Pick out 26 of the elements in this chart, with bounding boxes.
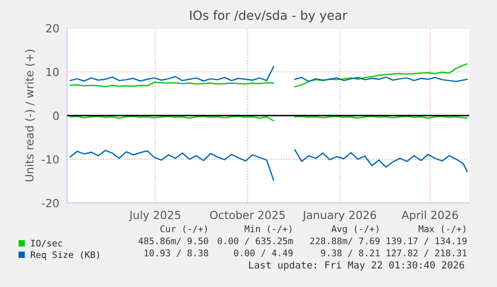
text: Min (-/+) bbox=[244, 225, 292, 234]
text: 139.17 / 134.19 bbox=[386, 237, 467, 246]
y-tick-label: 0 bbox=[53, 111, 59, 120]
text: 9.38 / 8.21 bbox=[320, 250, 380, 258]
chart-title: IOs for /dev/sda - by year bbox=[190, 10, 348, 22]
text: Max (-/+) bbox=[418, 225, 466, 234]
text: 485.86m/ 9.50 bbox=[138, 237, 208, 246]
text: 0.00 / 635.25m bbox=[218, 237, 293, 246]
x-tick-label: April 2026 bbox=[402, 210, 458, 222]
text: 10.93 / 8.38 bbox=[144, 250, 208, 258]
text: 228.88m/ 7.69 bbox=[310, 237, 380, 246]
y-axis-title: Units read (-) / write (+) bbox=[25, 50, 35, 182]
y-tick-label: -20 bbox=[42, 198, 59, 208]
legend-label: Req Size (KB) bbox=[30, 251, 100, 260]
y-tick-label: 10 bbox=[46, 68, 59, 76]
x-tick-label: October 2025 bbox=[210, 210, 285, 220]
text: 127.82 / 218.31 bbox=[386, 250, 467, 258]
legend-label: IO/sec bbox=[31, 240, 62, 248]
x-tick-label: July 2025 bbox=[128, 210, 180, 222]
text: Last update: Fri May 22 01:30:40 2026 bbox=[249, 261, 464, 270]
y-tick-label: -10 bbox=[42, 155, 59, 164]
x-tick-label: January 2026 bbox=[302, 210, 376, 222]
text: Avg (-/+) bbox=[331, 225, 378, 234]
y-tick-label: 20 bbox=[46, 24, 59, 33]
text: 0.00 / 4.49 bbox=[234, 250, 293, 258]
text: Cur (-/+) bbox=[160, 225, 207, 234]
